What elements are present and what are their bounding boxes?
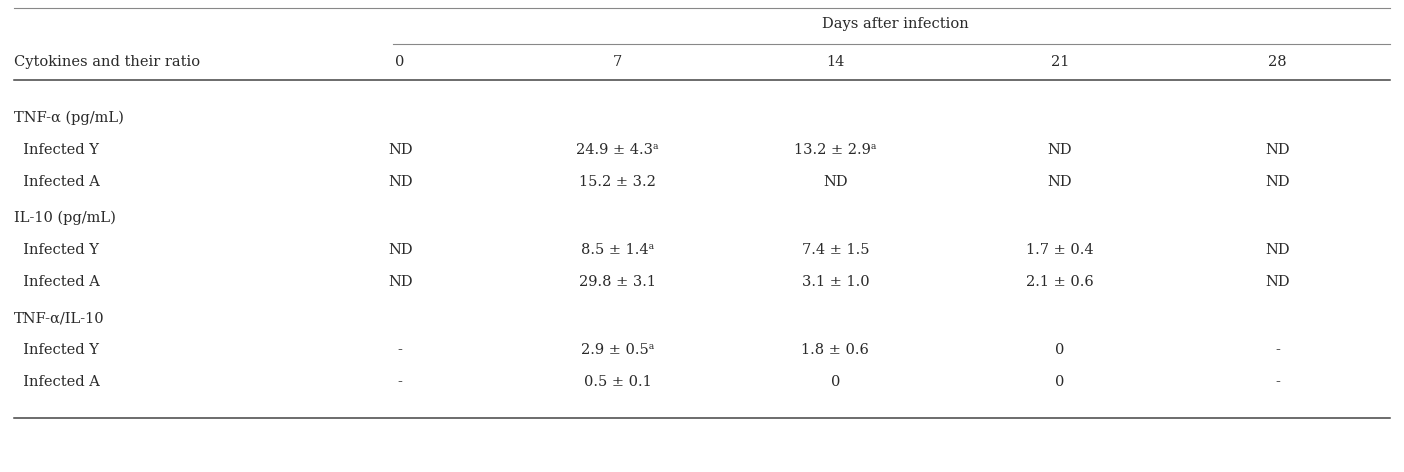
- Text: Infected Y: Infected Y: [14, 243, 100, 257]
- Text: 15.2 ± 3.2: 15.2 ± 3.2: [580, 175, 656, 189]
- Text: 1.8 ± 0.6: 1.8 ± 0.6: [802, 343, 869, 357]
- Text: ND: ND: [1047, 143, 1073, 157]
- Text: ND: ND: [1265, 143, 1290, 157]
- Text: ND: ND: [388, 143, 413, 157]
- Text: 1.7 ± 0.4: 1.7 ± 0.4: [1026, 243, 1094, 257]
- Text: ND: ND: [388, 275, 413, 289]
- Text: TNF-α (pg/mL): TNF-α (pg/mL): [14, 111, 124, 125]
- Text: -: -: [1275, 375, 1280, 389]
- Text: Infected Y: Infected Y: [14, 343, 100, 357]
- Text: 14: 14: [826, 55, 845, 69]
- Text: 3.1 ± 1.0: 3.1 ± 1.0: [802, 275, 869, 289]
- Text: 24.9 ± 4.3ᵃ: 24.9 ± 4.3ᵃ: [577, 143, 658, 157]
- Text: 29.8 ± 3.1: 29.8 ± 3.1: [580, 275, 656, 289]
- Text: Infected A: Infected A: [14, 375, 100, 389]
- Text: ND: ND: [1265, 243, 1290, 257]
- Text: 2.9 ± 0.5ᵃ: 2.9 ± 0.5ᵃ: [581, 343, 654, 357]
- Text: Cytokines and their ratio: Cytokines and their ratio: [14, 55, 201, 69]
- Text: 21: 21: [1050, 55, 1070, 69]
- Text: 8.5 ± 1.4ᵃ: 8.5 ± 1.4ᵃ: [581, 243, 654, 257]
- Text: Infected A: Infected A: [14, 275, 100, 289]
- Text: ND: ND: [1047, 175, 1073, 189]
- Text: 0: 0: [831, 375, 840, 389]
- Text: 13.2 ± 2.9ᵃ: 13.2 ± 2.9ᵃ: [795, 143, 876, 157]
- Text: 0.5 ± 0.1: 0.5 ± 0.1: [584, 375, 651, 389]
- Text: 7.4 ± 1.5: 7.4 ± 1.5: [802, 243, 869, 257]
- Text: ND: ND: [823, 175, 848, 189]
- Text: ND: ND: [1265, 175, 1290, 189]
- Text: 0: 0: [1056, 375, 1064, 389]
- Text: Days after infection: Days after infection: [821, 17, 969, 31]
- Text: Infected A: Infected A: [14, 175, 100, 189]
- Text: ND: ND: [388, 243, 413, 257]
- Text: 0: 0: [396, 55, 404, 69]
- Text: ND: ND: [1265, 275, 1290, 289]
- Text: 0: 0: [1056, 343, 1064, 357]
- Text: -: -: [397, 343, 403, 357]
- Text: IL-10 (pg/mL): IL-10 (pg/mL): [14, 211, 117, 225]
- Text: 7: 7: [614, 55, 622, 69]
- Text: -: -: [397, 375, 403, 389]
- Text: Infected Y: Infected Y: [14, 143, 100, 157]
- Text: ND: ND: [388, 175, 413, 189]
- Text: TNF-α/IL-10: TNF-α/IL-10: [14, 311, 105, 325]
- Text: 2.1 ± 0.6: 2.1 ± 0.6: [1026, 275, 1094, 289]
- Text: -: -: [1275, 343, 1280, 357]
- Text: 28: 28: [1268, 55, 1287, 69]
